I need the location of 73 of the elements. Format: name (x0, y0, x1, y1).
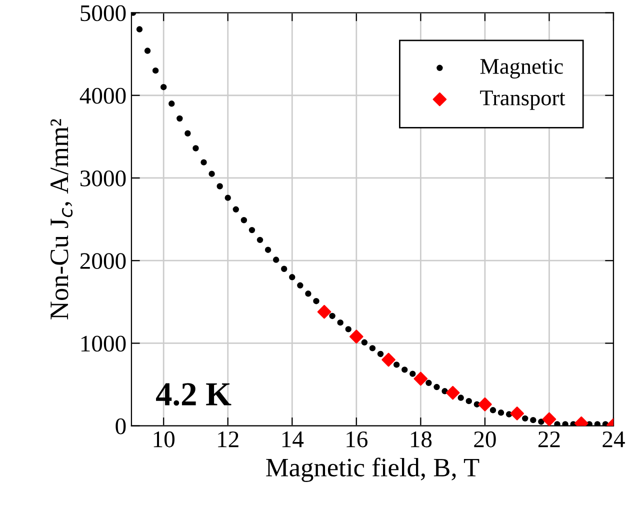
point (446, 386, 460, 400)
point (337, 319, 344, 326)
point (317, 304, 332, 319)
point (192, 145, 199, 152)
x-axis-title: Magnetic field, B, T (266, 458, 480, 482)
point (490, 407, 496, 414)
legend-label: Magnetic (480, 59, 563, 79)
x-tick-label: 14 (282, 432, 304, 448)
point (434, 384, 440, 390)
point (554, 421, 560, 426)
point (184, 130, 191, 136)
point (289, 274, 296, 280)
point (281, 266, 288, 272)
point (176, 115, 183, 122)
point (410, 370, 416, 377)
point (382, 352, 396, 367)
point (232, 206, 239, 212)
point (208, 170, 215, 177)
point (313, 298, 320, 304)
point (248, 226, 256, 234)
point (538, 418, 544, 425)
point (426, 380, 432, 386)
point (402, 366, 408, 373)
y-tick-label: 2000 (80, 253, 126, 270)
annotation: 4.2 K (156, 383, 232, 406)
y-axis-title: Non-Cu J$_{c}$, A/mm² (50, 119, 73, 320)
point (369, 345, 376, 352)
x-tick-label: 22 (538, 431, 560, 448)
point (200, 159, 207, 166)
point (160, 84, 167, 90)
point (152, 67, 159, 74)
point (530, 416, 536, 424)
point (414, 372, 428, 386)
point (264, 246, 272, 253)
point (393, 362, 400, 368)
x-tick-label: 24 (602, 431, 625, 448)
point (361, 339, 368, 346)
point (562, 421, 568, 426)
point (498, 410, 504, 416)
point (272, 256, 280, 263)
x-tick-label: 16 (346, 431, 368, 448)
point (478, 397, 492, 412)
point (466, 398, 472, 404)
point (458, 394, 464, 401)
point (329, 312, 336, 320)
y-tick-label: 0 (116, 418, 126, 434)
point (136, 26, 143, 32)
y-tick-label: 5000 (80, 5, 126, 22)
point (144, 48, 151, 54)
x-tick-label: 10 (154, 431, 174, 448)
point (345, 326, 352, 332)
point (377, 350, 384, 358)
point (542, 412, 556, 426)
point (256, 236, 264, 244)
point (224, 194, 231, 201)
legend-label: Transport (480, 90, 566, 110)
point (305, 290, 312, 297)
point (522, 415, 528, 422)
point (510, 406, 524, 420)
point (349, 330, 364, 344)
y-tick-label: 1000 (81, 336, 126, 352)
x-tick-label: 12 (218, 431, 238, 448)
x-tick-label: 20 (474, 431, 496, 448)
y-tick-label: 4000 (80, 88, 126, 104)
x-tick-label: 18 (410, 431, 432, 448)
point (216, 183, 223, 190)
point (442, 388, 448, 394)
point (168, 100, 175, 107)
point (297, 282, 304, 288)
point (594, 421, 601, 426)
point (602, 421, 609, 426)
point (240, 217, 248, 224)
y-tick-label: 3000 (80, 170, 126, 186)
